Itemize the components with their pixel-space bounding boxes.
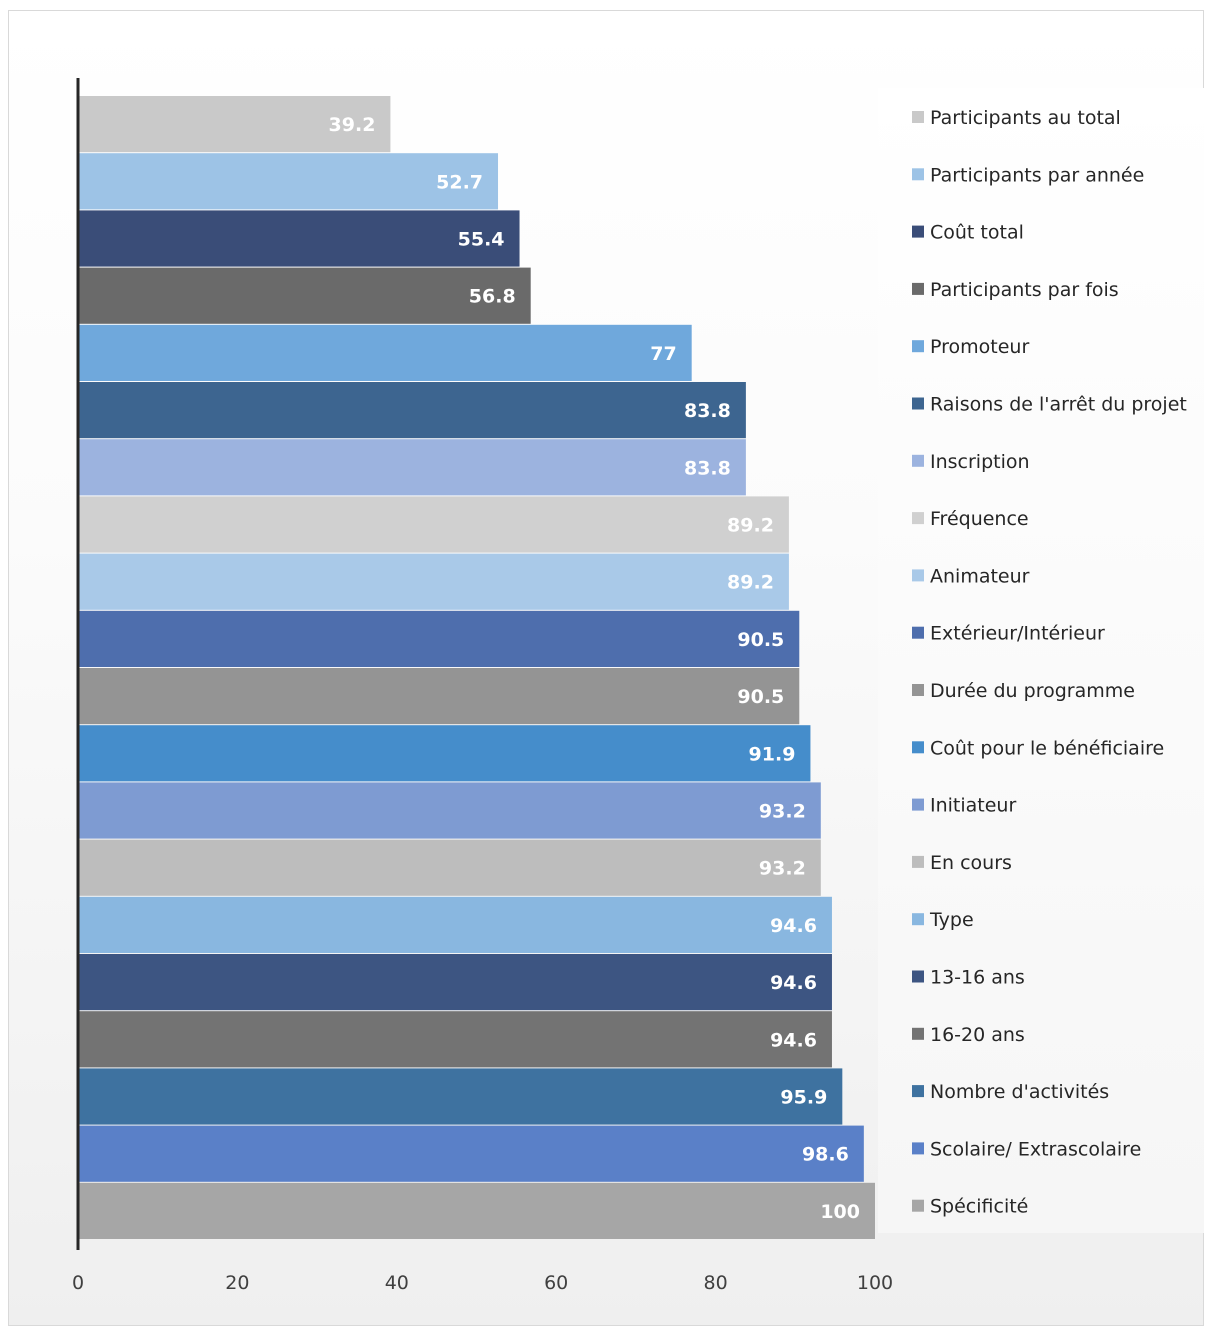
bar-value-label: 89.2: [727, 515, 774, 537]
legend-swatch: [912, 970, 924, 983]
legend-swatch: [912, 168, 924, 181]
legend-entry: Raisons de l'arrêt du projet: [930, 394, 1187, 416]
bar-value-label: 95.9: [780, 1087, 827, 1109]
legend-entry: Type: [929, 909, 974, 931]
bar: [78, 439, 746, 496]
legend-swatch: [912, 111, 924, 123]
bar: [78, 210, 520, 267]
bar: [78, 96, 391, 153]
bar: [78, 896, 832, 953]
x-tick-label: 0: [72, 1272, 84, 1294]
bar-value-label: 93.2: [759, 858, 806, 880]
bar-value-label: 98.6: [802, 1144, 849, 1166]
bar-value-label: 91.9: [749, 743, 796, 765]
bar: [78, 668, 800, 725]
bar: [78, 153, 499, 210]
x-tick-label: 60: [544, 1272, 568, 1294]
legend-swatch: [912, 684, 924, 696]
legend-entry: Participants par année: [930, 164, 1144, 186]
x-tick-label: 80: [704, 1272, 728, 1294]
legend-swatch: [912, 225, 924, 238]
bar: [78, 1011, 832, 1068]
legend-entry: Fréquence: [930, 508, 1029, 530]
bars: [78, 96, 875, 1239]
bar: [78, 782, 821, 839]
legend-entry: Coût total: [930, 222, 1024, 244]
legend-entry: Nombre d'activités: [930, 1081, 1109, 1103]
legend-entry: En cours: [930, 852, 1012, 874]
bar: [78, 382, 746, 439]
x-tick-label: 100: [857, 1272, 893, 1294]
legend-swatch: [912, 626, 924, 639]
legend-entry: Participants au total: [930, 107, 1121, 129]
legend-swatch: [912, 1142, 924, 1155]
bar-value-label: 77: [650, 343, 676, 365]
bar-value-label: 94.6: [770, 972, 817, 994]
legend-entry: Durée du programme: [930, 680, 1135, 702]
legend-swatch: [912, 855, 924, 868]
x-tick-label: 40: [385, 1272, 409, 1294]
legend-entry: Scolaire/ Extrascolaire: [930, 1138, 1141, 1160]
bar-value-label: 55.4: [458, 229, 505, 251]
legend-swatch: [912, 798, 924, 811]
legend-swatch: [912, 1027, 924, 1040]
legend-entry: Animateur: [930, 565, 1030, 587]
legend-entry: Coût pour le bénéficiaire: [930, 737, 1164, 759]
x-tick-label: 20: [225, 1272, 249, 1294]
bar-value-label: 100: [820, 1201, 860, 1223]
legend-entry: Initiateur: [930, 795, 1016, 817]
legend-swatch: [912, 512, 924, 525]
bar-value-label: 94.6: [770, 1029, 817, 1051]
bar-value-label: 83.8: [684, 400, 731, 422]
bar: [78, 1068, 843, 1125]
bar: [78, 267, 531, 324]
legend-entry: Extérieur/Intérieur: [930, 623, 1105, 645]
bar-value-label: 94.6: [770, 915, 817, 937]
bar-value-label: 90.5: [737, 629, 784, 651]
legend-entry: Spécificité: [930, 1196, 1028, 1218]
bar: [78, 725, 811, 782]
legend-swatch: [912, 1085, 924, 1098]
bar-value-label: 52.7: [436, 171, 483, 193]
legend-panel: [878, 88, 1204, 1233]
bar: [78, 1182, 875, 1239]
legend-entry: Inscription: [930, 451, 1030, 473]
bar: [78, 954, 832, 1011]
legend-swatch: [912, 913, 924, 926]
bar-value-label: 89.2: [727, 572, 774, 594]
bar: [78, 324, 692, 381]
legend-swatch: [912, 1199, 924, 1212]
legend-swatch: [912, 569, 924, 582]
legend: Participants au total Participants par an…: [912, 107, 1187, 1218]
legend-entry: 16-20 ans: [930, 1024, 1025, 1046]
legend-entry: 13-16 ans: [930, 967, 1025, 989]
bar: [78, 496, 789, 553]
legend-swatch: [912, 282, 924, 295]
legend-entry: Promoteur: [930, 336, 1029, 358]
bar-value-label: 93.2: [759, 801, 806, 823]
bar-value-label: 39.2: [329, 114, 376, 136]
x-axis-ticks: 0 20 40 60 80 100: [72, 1272, 893, 1294]
legend-swatch: [912, 741, 924, 754]
bar: [78, 553, 789, 610]
legend-swatch: [912, 397, 924, 410]
legend-swatch: [912, 340, 924, 353]
bar-value-label: 90.5: [737, 686, 784, 708]
bar: [78, 1125, 864, 1182]
legend-swatch: [912, 454, 924, 467]
bar: [78, 839, 821, 896]
bar-value-label: 56.8: [469, 286, 516, 308]
bar-value-labels: 39.2 52.7 55.4 56.8 77 83.8 83.8 89.2 89.2 90.5 90…: [329, 114, 860, 1223]
bar: [78, 610, 800, 667]
legend-entry: Participants par fois: [930, 279, 1119, 301]
bar-value-label: 83.8: [684, 457, 731, 479]
